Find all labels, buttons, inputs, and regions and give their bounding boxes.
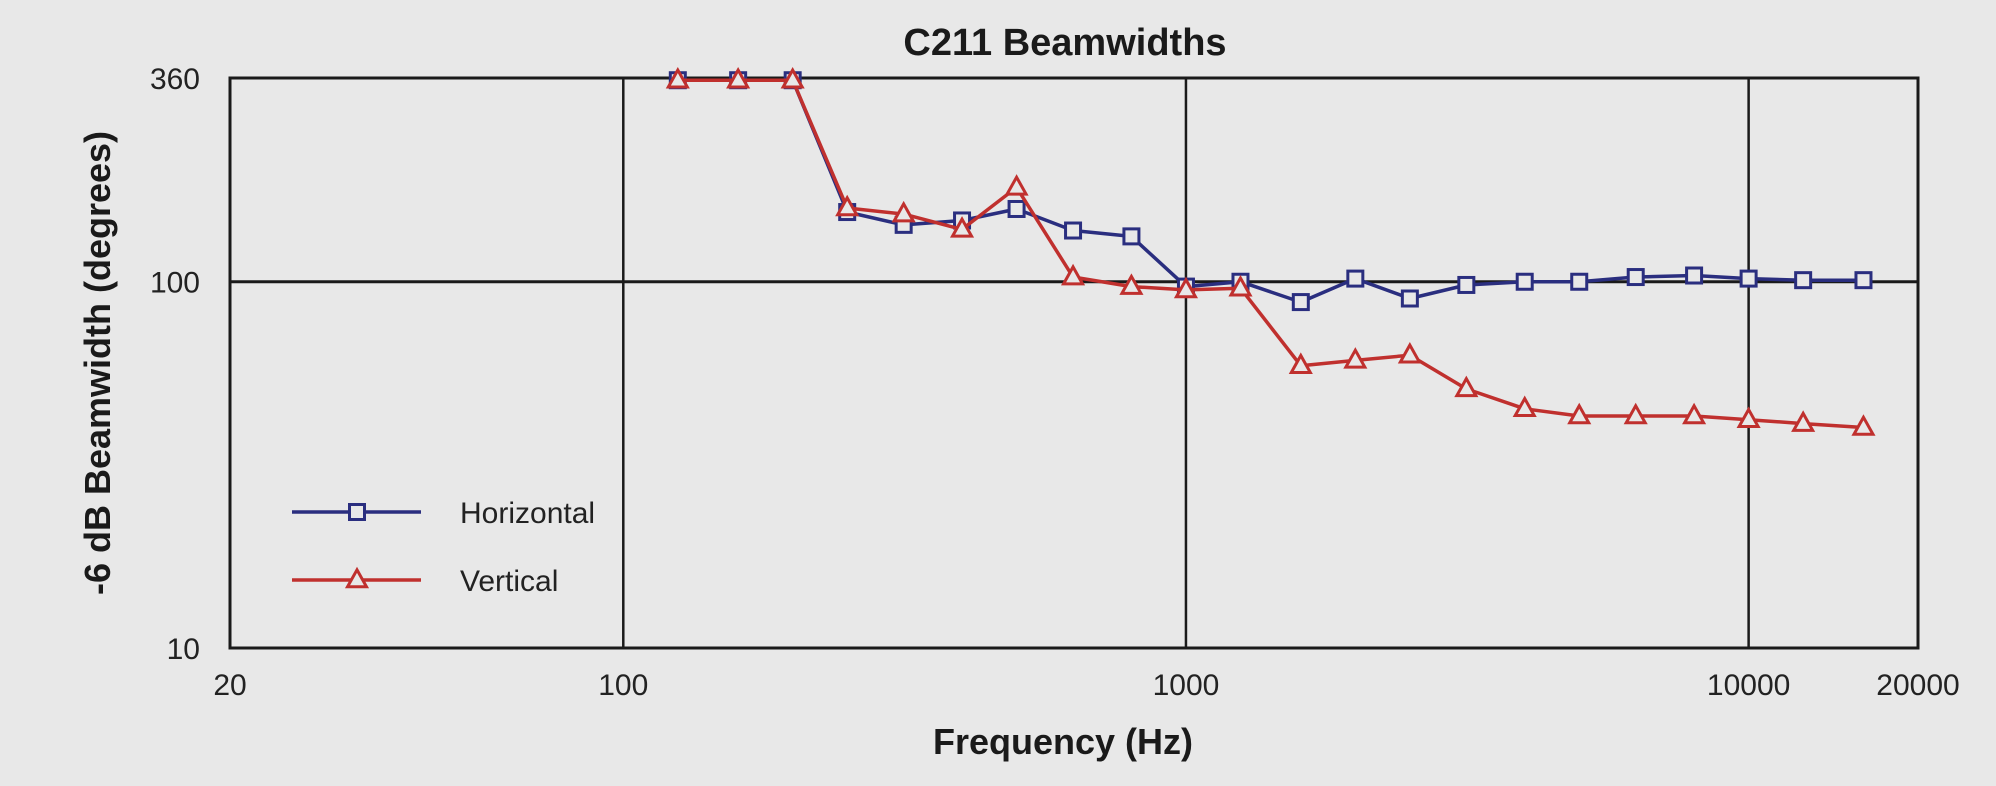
data-point-horizontal [1739,269,1758,288]
x-tick-label: 20000 [1876,669,1959,702]
y-tick-label: 10 [167,633,200,666]
data-point-horizontal [1457,275,1476,294]
legend-label-horizontal: Horizontal [460,497,595,530]
data-point-vertical [1343,347,1368,369]
tick-labels: 20 100 1000 10000 20000 10 100 360 [150,63,1960,702]
data-point-horizontal [1122,227,1141,246]
data-point-horizontal [1291,293,1310,312]
data-point-vertical [1173,276,1199,299]
legend-marker-horizontal [348,503,366,521]
x-tick-label: 20 [213,669,246,702]
series-vertical [665,66,1876,436]
data-point-horizontal [1007,199,1026,218]
data-point-horizontal [1685,266,1704,285]
data-point-vertical [1454,375,1479,398]
data-point-vertical [1288,352,1313,374]
data-point-horizontal [1400,289,1419,308]
series-layer [665,66,1876,436]
data-point-horizontal [1064,221,1083,240]
data-point-horizontal [1570,272,1589,291]
data-point-vertical [1682,402,1707,425]
data-point-vertical [780,66,805,89]
data-point-vertical [1623,402,1648,425]
legend-marker-vertical [344,566,370,589]
data-point-vertical [665,66,690,89]
series-line-horizontal [677,78,1864,304]
grid-lines [230,78,1918,648]
data-point-vertical [1119,273,1144,295]
legend-item-vertical: Vertical [292,565,558,598]
x-axis-title: Frequency (Hz) [933,721,1193,762]
series-line-vertical [677,78,1864,430]
x-tick-label: 100 [598,669,648,702]
data-point-horizontal [1515,272,1534,291]
x-tick-label: 10000 [1707,669,1790,702]
data-point-vertical [835,194,860,217]
data-point-horizontal [1626,268,1645,287]
data-point-vertical [1512,395,1537,418]
data-point-vertical [1851,414,1876,436]
data-point-vertical [1397,341,1422,364]
legend-item-horizontal: Horizontal [292,497,595,530]
y-tick-label: 360 [150,63,200,96]
data-point-vertical [1004,174,1029,196]
data-point-vertical [1736,406,1761,429]
legend: Horizontal Vertical [292,497,595,598]
data-point-horizontal [1854,271,1873,290]
chart-title: C211 Beamwidths [903,22,1226,64]
data-point-horizontal [1794,271,1813,290]
y-axis-title: -6 dB Beamwidth (degrees) [77,131,118,595]
data-point-vertical [949,216,975,238]
data-point-vertical [891,200,916,223]
data-point-vertical [1060,263,1086,286]
series-horizontal [668,71,1873,312]
legend-label-vertical: Vertical [460,565,558,598]
y-tick-label: 100 [150,267,200,300]
data-point-vertical [1567,402,1592,425]
data-point-horizontal [1346,269,1365,288]
x-tick-label: 1000 [1153,669,1220,702]
plot-frame [228,76,1920,650]
data-point-vertical [1791,410,1816,432]
data-point-vertical [726,66,751,89]
data-point-vertical [1228,274,1253,297]
